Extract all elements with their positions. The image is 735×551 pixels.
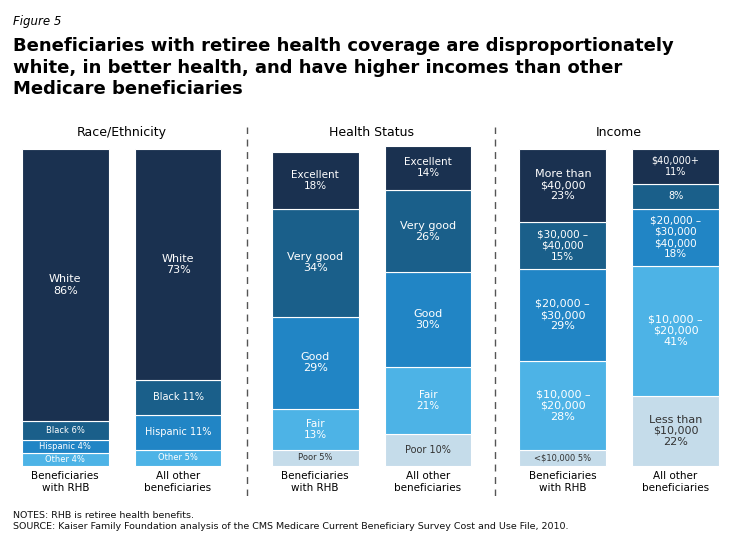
Text: Excellent
18%: Excellent 18% xyxy=(291,170,339,191)
Text: Beneficiaries
with RHB: Beneficiaries with RHB xyxy=(32,471,99,493)
Text: Race/Ethnicity: Race/Ethnicity xyxy=(76,126,167,139)
Text: White
86%: White 86% xyxy=(49,274,82,295)
Text: $10,000 –
$20,000
41%: $10,000 – $20,000 41% xyxy=(648,315,703,347)
Text: Good
30%: Good 30% xyxy=(413,309,442,331)
Text: All other
beneficiaries: All other beneficiaries xyxy=(145,471,212,493)
Text: Figure 5: Figure 5 xyxy=(13,15,62,29)
Text: Excellent
14%: Excellent 14% xyxy=(404,157,452,179)
Text: NOTES: RHB is retiree health benefits.: NOTES: RHB is retiree health benefits. xyxy=(13,511,194,520)
Text: Very good
26%: Very good 26% xyxy=(400,220,456,242)
Text: Income: Income xyxy=(596,126,642,139)
Text: White
73%: White 73% xyxy=(162,254,194,275)
Text: $40,000+
11%: $40,000+ 11% xyxy=(652,155,700,177)
Text: $20,000 –
$30,000
29%: $20,000 – $30,000 29% xyxy=(536,299,590,331)
Text: $20,000 –
$30,000
$40,000
18%: $20,000 – $30,000 $40,000 18% xyxy=(650,215,701,260)
Text: Good
29%: Good 29% xyxy=(301,352,330,373)
Text: Black 6%: Black 6% xyxy=(46,426,85,435)
Text: Beneficiaries
with RHB: Beneficiaries with RHB xyxy=(529,471,597,493)
Text: Poor 5%: Poor 5% xyxy=(298,453,332,462)
Text: Other 4%: Other 4% xyxy=(46,455,85,464)
Text: Health Status: Health Status xyxy=(329,126,414,139)
Text: Hispanic 11%: Hispanic 11% xyxy=(145,428,211,437)
Text: All other
beneficiaries: All other beneficiaries xyxy=(395,471,462,493)
Text: Fair
21%: Fair 21% xyxy=(416,390,440,411)
Text: Other 5%: Other 5% xyxy=(158,453,198,462)
Text: Beneficiaries with retiree health coverage are disproportionately
white, in bett: Beneficiaries with retiree health covera… xyxy=(13,37,674,99)
Text: Hispanic 4%: Hispanic 4% xyxy=(40,442,91,451)
Text: Very good
34%: Very good 34% xyxy=(287,252,343,273)
Text: All other
beneficiaries: All other beneficiaries xyxy=(642,471,709,493)
Text: <$10,000 5%: <$10,000 5% xyxy=(534,453,592,462)
Text: Black 11%: Black 11% xyxy=(153,392,204,402)
Text: SOURCE: Kaiser Family Foundation analysis of the CMS Medicare Current Beneficiar: SOURCE: Kaiser Family Foundation analysi… xyxy=(13,522,569,531)
Text: Less than
$10,000
22%: Less than $10,000 22% xyxy=(649,414,703,447)
Text: Poor 10%: Poor 10% xyxy=(405,445,451,455)
Text: $10,000 –
$20,000
28%: $10,000 – $20,000 28% xyxy=(536,389,590,422)
Text: More than
$40,000
23%: More than $40,000 23% xyxy=(534,169,591,202)
Text: 8%: 8% xyxy=(668,191,684,201)
Text: Beneficiaries
with RHB: Beneficiaries with RHB xyxy=(282,471,349,493)
Text: $30,000 –
$40,000
15%: $30,000 – $40,000 15% xyxy=(537,229,589,262)
Text: Fair
13%: Fair 13% xyxy=(304,419,327,440)
